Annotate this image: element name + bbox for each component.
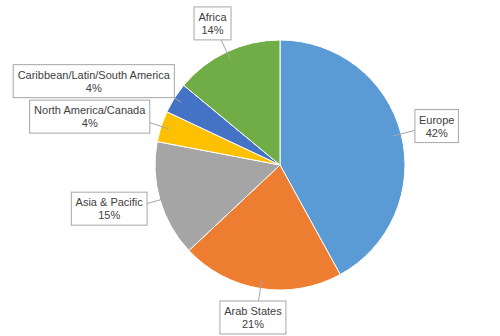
leader-line (146, 198, 168, 204)
category-label: Caribbean/Latin/South America (18, 69, 171, 81)
chart-svg: Europe42% Arab States21% Asia & Pacific15%… (0, 0, 500, 336)
callout: Asia & Pacific15% (71, 192, 167, 225)
category-label: Arab States (224, 305, 282, 317)
leader-line (393, 130, 415, 136)
category-label: Europe (419, 114, 454, 126)
pie (155, 40, 405, 290)
value-label: 14% (201, 24, 223, 36)
callout-box (30, 100, 150, 133)
callout: North America/Canada4% (30, 100, 169, 133)
callout-box (13, 65, 174, 98)
callout: Caribbean/Latin/South America4% (13, 65, 181, 103)
callout: Africa14% (194, 7, 231, 59)
value-label: 21% (242, 318, 264, 330)
leader-line (258, 281, 262, 304)
value-label: 42% (426, 127, 448, 139)
data-label: North America/Canada4% (34, 104, 146, 129)
data-labels: Europe42% Arab States21% Asia & Pacific15%… (13, 7, 458, 334)
value-label: 15% (98, 209, 120, 221)
callout: Arab States21% (220, 281, 286, 334)
callout: Europe42% (393, 110, 458, 143)
data-label: Arab States21% (224, 305, 282, 330)
category-label: North America/Canada (34, 104, 146, 116)
callout-box (220, 301, 286, 334)
category-label: Africa (198, 11, 227, 23)
callout-box (194, 7, 231, 40)
pie-slice (184, 40, 280, 165)
callout-box (71, 192, 147, 225)
chart-container: Europe42% Arab States21% Asia & Pacific15%… (0, 0, 500, 336)
category-label: Asia & Pacific (76, 196, 144, 208)
data-label: Asia & Pacific15% (76, 196, 144, 221)
callout-box (415, 110, 458, 143)
value-label: 4% (82, 117, 98, 129)
data-label: Europe42% (419, 114, 454, 139)
data-label: Africa14% (198, 11, 227, 36)
leader-line (220, 38, 230, 59)
data-label: Caribbean/Latin/South America4% (18, 69, 171, 94)
value-label: 4% (86, 82, 102, 94)
